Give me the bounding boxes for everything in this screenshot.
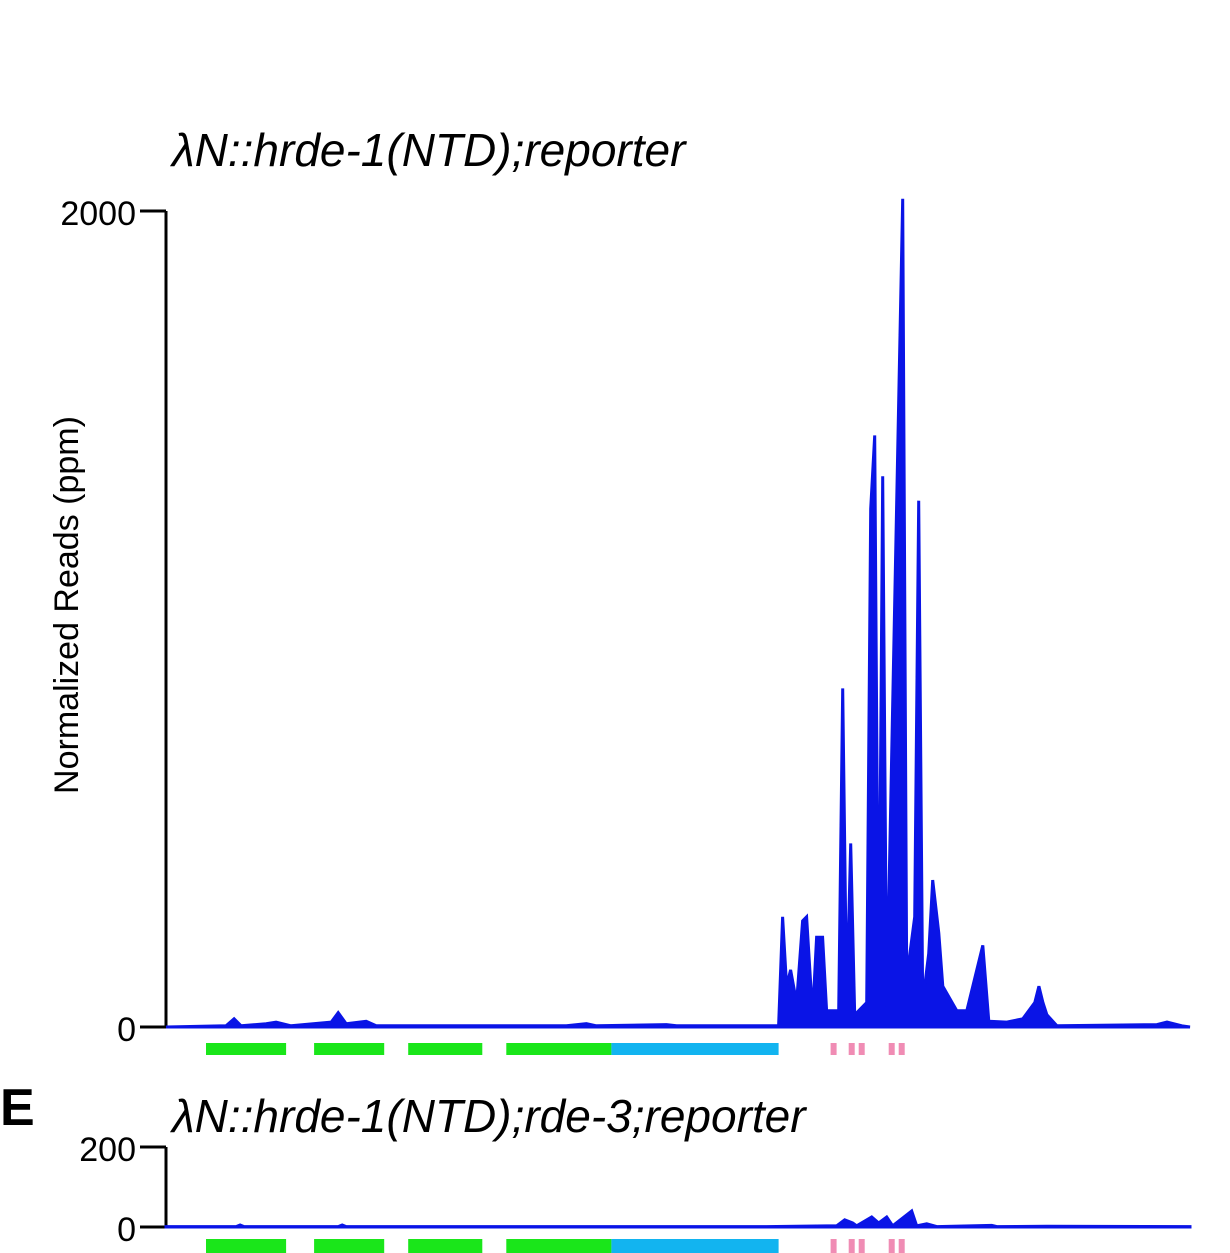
gene-feature-1 (314, 1239, 385, 1253)
gene-feature-8 (888, 1239, 895, 1253)
gene-feature-5 (830, 1239, 837, 1253)
gene-feature-7 (858, 1239, 865, 1253)
panel-top: λN::hrde-1(NTD);reporter Normalized Read… (48, 124, 1191, 1055)
coverage-series-0 (165, 198, 1191, 1029)
panel-top-y-tick-label-0: 0 (117, 1011, 136, 1049)
panel-bottom: E λN::hrde-1(NTD);rde-3;reporter 200 0 (0, 1079, 1192, 1253)
gene-feature-7 (858, 1043, 865, 1055)
coverage-series-0 (164, 1208, 1192, 1229)
panel-top-y-tick-label-2000: 2000 (60, 195, 136, 233)
gene-feature-3 (506, 1239, 612, 1253)
gene-feature-0 (206, 1239, 287, 1253)
gene-feature-3 (506, 1043, 612, 1055)
gene-feature-5 (830, 1043, 837, 1055)
panel-bottom-gene-model (206, 1239, 905, 1253)
gene-feature-6 (848, 1043, 855, 1055)
gene-feature-9 (898, 1043, 905, 1055)
panel-bottom-y-tick-label-200: 200 (79, 1131, 136, 1169)
panel-letter-e: E (0, 1079, 35, 1137)
panel-bottom-series (164, 1208, 1192, 1229)
gene-feature-8 (888, 1043, 895, 1055)
gene-feature-4 (611, 1239, 779, 1253)
gene-feature-9 (898, 1239, 905, 1253)
gene-feature-2 (408, 1043, 483, 1055)
panel-bottom-title: λN::hrde-1(NTD);rde-3;reporter (169, 1090, 807, 1142)
gene-feature-4 (611, 1043, 779, 1055)
panel-bottom-y-tick-label-0: 0 (117, 1211, 136, 1249)
gene-feature-6 (848, 1239, 855, 1253)
gene-feature-2 (408, 1239, 483, 1253)
panel-top-title: λN::hrde-1(NTD);reporter (169, 124, 687, 176)
gene-feature-1 (314, 1043, 385, 1055)
gene-feature-0 (206, 1043, 287, 1055)
panel-top-series (165, 198, 1191, 1029)
panel-top-y-axis-label: Normalized Reads (ppm) (48, 416, 86, 794)
panel-top-gene-model (206, 1043, 905, 1055)
